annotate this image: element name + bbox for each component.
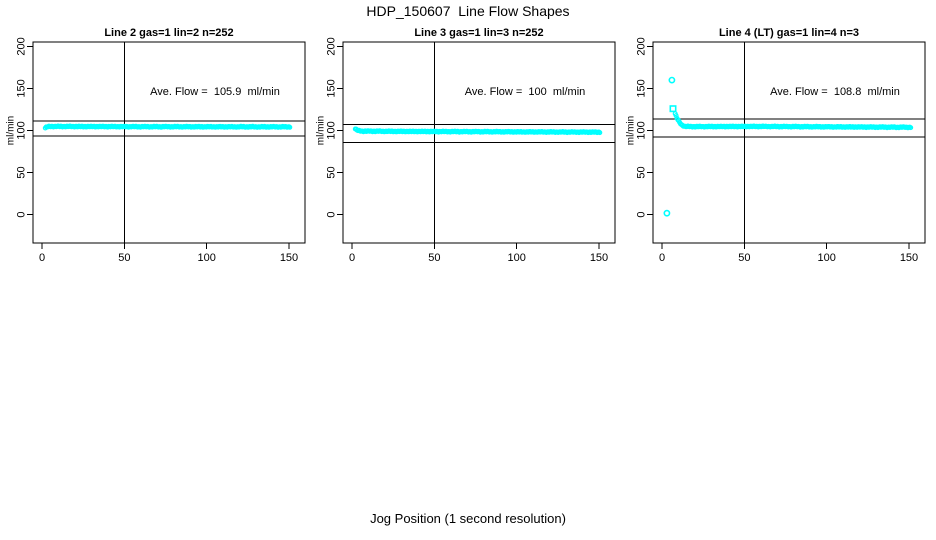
panel-plot-svg: 0 50 100 150 0 50 100 150 200 ml/min [316, 37, 616, 264]
y-tick-label: 100 [636, 121, 648, 139]
y-tick-label: 200 [636, 37, 648, 55]
y-axis-unit-label: ml/min [316, 116, 327, 145]
x-tick-label: 0 [39, 252, 45, 264]
ave-flow-annotation: Ave. Flow = 108.8 ml/min [770, 86, 900, 98]
y-axis-unit-label: ml/min [626, 116, 637, 145]
panel-2: Line 3 gas=1 lin=3 n=252 Ave. Flow = 100 … [310, 25, 626, 275]
x-tick-label: 150 [280, 252, 298, 264]
y-tick-label: 100 [16, 121, 28, 139]
x-tick-label: 100 [817, 252, 835, 264]
data-points [42, 123, 293, 131]
y-tick-label: 150 [636, 79, 648, 97]
x-tick-label: 100 [507, 252, 525, 264]
ave-flow-annotation: Ave. Flow = 100 ml/min [464, 86, 586, 98]
outlier-circle-point [668, 76, 676, 84]
y-tick-label: 100 [326, 121, 338, 139]
plot-box [32, 41, 306, 244]
x-tick-label: 0 [659, 252, 665, 264]
y-tick-label: 50 [326, 166, 338, 178]
outlier-circle-point [663, 209, 671, 217]
panel-3: Line 4 (LT) gas=1 lin=4 n=3 Ave. Flow = 1… [620, 25, 936, 275]
x-tick-label: 0 [349, 252, 355, 264]
x-tick-label: 150 [590, 252, 608, 264]
y-tick-label: 50 [636, 166, 648, 178]
flow-data-point [673, 113, 679, 119]
y-tick-label: 50 [16, 166, 28, 178]
x-tick-label: 50 [428, 252, 440, 264]
page-title: HDP_150607 Line Flow Shapes [366, 3, 570, 19]
x-tick-label: 150 [900, 252, 918, 264]
y-tick-label: 150 [16, 79, 28, 97]
flow-data-point [597, 130, 603, 136]
y-tick-label: 150 [326, 79, 338, 97]
y-tick-label: 0 [326, 211, 338, 217]
x-tick-label: 100 [197, 252, 215, 264]
y-tick-label: 0 [636, 211, 648, 217]
panel-plot-svg: 0 50 100 150 0 50 100 150 200 ml/min [6, 37, 306, 264]
panel-plot-svg: 0 50 100 150 0 50 100 150 200 ml/min [626, 37, 926, 264]
panel-1: Line 2 gas=1 lin=2 n=252 Ave. Flow = 105.… [0, 25, 316, 275]
panel-title: Line 3 gas=1 lin=3 n=252 [414, 27, 544, 39]
flow-data-point [908, 125, 914, 131]
x-tick-label: 50 [738, 252, 750, 264]
outlier-square-point [669, 105, 677, 113]
y-tick-label: 0 [16, 211, 28, 217]
panel-title: Line 4 (LT) gas=1 lin=4 n=3 [718, 27, 860, 39]
data-points [352, 126, 603, 136]
y-tick-label: 200 [16, 37, 28, 55]
y-tick-label: 200 [326, 37, 338, 55]
x-tick-label: 50 [118, 252, 130, 264]
data-points [663, 76, 914, 217]
plot-box [652, 41, 926, 244]
flow-data-point [287, 124, 293, 130]
x-axis-label: Jog Position (1 second resolution) [370, 511, 566, 526]
y-axis-unit-label: ml/min [6, 116, 17, 145]
panel-title: Line 2 gas=1 lin=2 n=252 [104, 27, 234, 39]
ave-flow-annotation: Ave. Flow = 105.9 ml/min [150, 86, 280, 98]
